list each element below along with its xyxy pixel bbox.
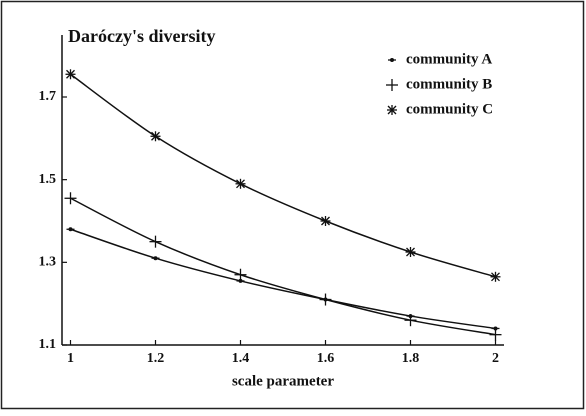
marker-plus	[386, 79, 398, 91]
marker-asterisk	[150, 131, 161, 142]
x-tick-label: 1.2	[147, 351, 165, 366]
marker-dot	[390, 58, 394, 62]
series-line	[70, 197, 496, 336]
marker-dot	[388, 58, 396, 62]
x-axis-label: scale parameter	[232, 373, 334, 389]
marker-dot	[491, 326, 500, 331]
marker-plus	[489, 328, 502, 341]
y-tick-label: 1.3	[39, 255, 57, 270]
marker-dot	[236, 278, 245, 283]
marker-asterisk	[65, 69, 76, 80]
x-tick-label: 1	[67, 351, 74, 366]
y-tick-label: 1.7	[39, 89, 57, 104]
marker-plus	[234, 268, 247, 281]
x-tick-label: 1.8	[402, 351, 420, 366]
series-line	[70, 228, 496, 330]
x-tick-label: 1.4	[232, 351, 250, 366]
marker-dot	[238, 278, 243, 283]
x-tick-label: 2	[492, 351, 499, 366]
marker-dot	[493, 326, 498, 331]
marker-plus	[319, 293, 332, 306]
marker-asterisk	[387, 105, 397, 115]
marker-asterisk	[490, 271, 501, 282]
legend-label: community A	[406, 51, 492, 67]
marker-asterisk	[235, 178, 246, 189]
y-tick-label: 1.1	[39, 337, 57, 352]
y-tick-label: 1.5	[39, 172, 57, 187]
x-tick-label: 1.6	[317, 351, 335, 366]
series-line	[70, 73, 496, 278]
marker-plus	[64, 192, 77, 205]
legend-label: community C	[406, 101, 493, 117]
marker-plus	[149, 235, 162, 248]
legend-label: community B	[406, 76, 492, 92]
marker-dot	[66, 227, 75, 232]
chart-title: Daróczy's diversity	[68, 26, 215, 46]
marker-dot	[153, 256, 158, 261]
marker-asterisk	[405, 247, 416, 257]
marker-dot	[151, 256, 160, 261]
marker-dot	[68, 227, 73, 232]
marker-plus	[404, 314, 417, 327]
marker-asterisk	[320, 216, 331, 226]
